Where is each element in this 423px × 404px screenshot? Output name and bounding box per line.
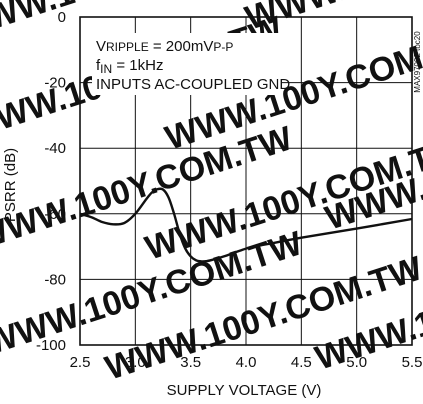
fin-annotation: fIN = 1kHz	[96, 57, 163, 76]
x-axis-title: SUPPLY VOLTAGE (V)	[167, 382, 322, 399]
x-tick-label: 3.0	[125, 354, 146, 371]
x-tick-label: 3.5	[180, 354, 201, 371]
annotation-background	[92, 33, 282, 95]
x-tick-labels: 2.5 3.0 3.5 4.0 4.5 5.0 5.5	[70, 354, 423, 371]
y-tick-label: -60	[44, 206, 66, 223]
y-tick-label: -20	[44, 75, 66, 92]
y-tick-label: -40	[44, 140, 66, 157]
y-axis-title: PSRR (dB)	[2, 148, 19, 222]
grid-lines	[80, 17, 412, 345]
ripple-annotation: VRIPPLE = 200mVP-P	[96, 38, 233, 55]
x-tick-label: 5.0	[346, 354, 367, 371]
y-tick-label: -100	[36, 337, 66, 354]
y-tick-label: -80	[44, 271, 66, 288]
inputs-annotation: INPUTS AC-COUPLED GND	[96, 76, 290, 93]
x-tick-label: 5.5	[402, 354, 423, 371]
plot-frame	[79, 16, 413, 346]
x-tick-label: 4.0	[236, 354, 257, 371]
y-tick-label: 0	[58, 9, 66, 26]
part-number-label: MAX97002 toc20	[413, 31, 422, 93]
psrr-curve	[79, 187, 413, 263]
x-tick-label: 2.5	[70, 354, 91, 371]
x-tick-label: 4.5	[291, 354, 312, 371]
y-tick-labels: 0 -20 -40 -60 -80 -100	[36, 9, 66, 354]
